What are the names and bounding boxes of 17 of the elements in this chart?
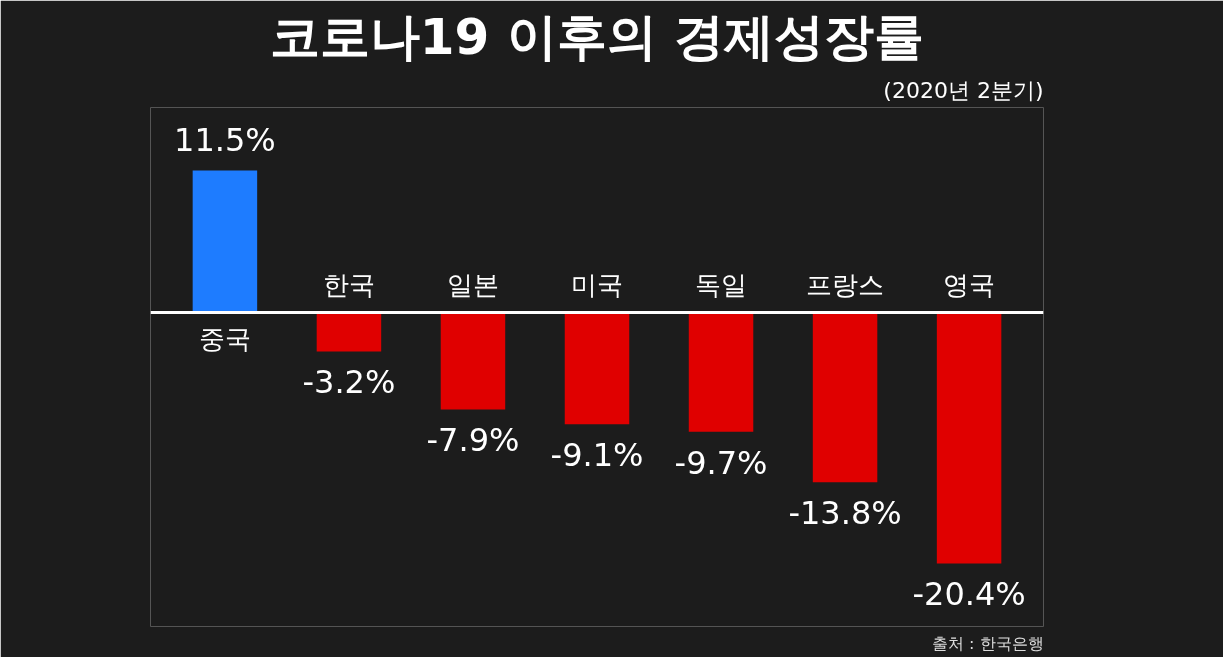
chart-title: 코로나19 이후의 경제성장률	[269, 7, 925, 66]
source-note: 출처 : 한국은행	[931, 633, 1044, 653]
data-label: -9.7%	[674, 443, 768, 482]
data-label: -9.1%	[550, 436, 644, 475]
x-tick-label: 일본	[446, 270, 499, 301]
x-tick-label: 중국	[198, 323, 251, 354]
data-label: -20.4%	[912, 575, 1026, 614]
x-tick-label: 한국	[322, 270, 375, 301]
x-tick-label: 영국	[943, 270, 996, 301]
data-label: -13.8%	[788, 494, 902, 533]
data-label: 11.5%	[174, 120, 276, 159]
x-tick-label: 독일	[695, 270, 748, 301]
x-tick-label: 프랑스	[806, 270, 885, 301]
data-label: -7.9%	[426, 421, 520, 460]
chart-subtitle: (2020년 2분기)	[883, 77, 1044, 103]
data-label: -3.2%	[302, 363, 396, 402]
x-tick-label: 미국	[571, 270, 623, 301]
